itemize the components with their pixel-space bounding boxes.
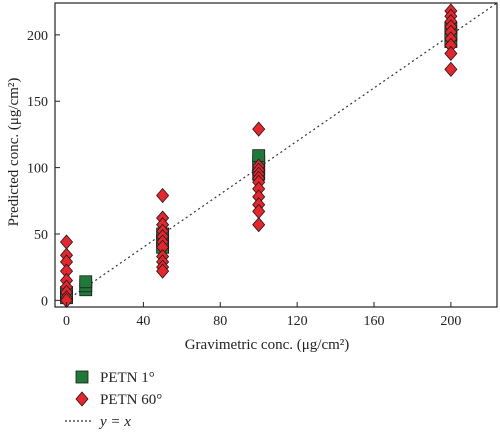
- x-tick-label: 40: [136, 314, 150, 329]
- legend: PETN 1° PETN 60° y = x: [65, 370, 162, 430]
- y-axis-label: Predicted conc. (μg/cm²): [6, 78, 22, 227]
- x-tick-label: 200: [440, 314, 461, 329]
- x-axis-label: Gravimetric conc. (μg/cm²): [185, 337, 350, 353]
- legend-label-y-equals-x: y = x: [98, 414, 131, 430]
- y-tick-label: 100: [27, 162, 48, 177]
- x-tick-label: 80: [213, 314, 227, 329]
- data-point-petn-60: [252, 217, 266, 233]
- data-point-petn-60: [444, 61, 458, 77]
- y-tick-label: 150: [27, 95, 48, 110]
- y-tick-label: 50: [34, 228, 48, 243]
- data-point-petn-60: [156, 263, 170, 279]
- data-point-petn-60: [60, 234, 74, 250]
- legend-marker-petn-1: [75, 370, 89, 384]
- x-tick-label: 160: [364, 314, 385, 329]
- data-point-petn-1: [79, 275, 93, 289]
- data-point-petn-60: [156, 187, 170, 204]
- legend-marker-petn-60: [75, 391, 89, 407]
- reference-line-y-equals-x: [66, 2, 498, 301]
- x-tick-label: 0: [63, 314, 70, 329]
- plot-frame: [54, 2, 498, 308]
- y-tick-label: 0: [41, 294, 48, 309]
- ticks-layer: 0 40 80 120 160 200 0 50 100 150 200: [27, 29, 461, 329]
- data-point-petn-60: [252, 121, 266, 137]
- legend-diamond-marker: [75, 391, 89, 407]
- legend-square-marker: [75, 370, 89, 384]
- data-point-petn-60: [444, 45, 458, 62]
- points-layer: [60, 3, 458, 308]
- x-tick-label: 120: [287, 314, 308, 329]
- reference-line-layer: [66, 2, 498, 301]
- y-tick-label: 200: [27, 29, 48, 44]
- legend-label-petn-60: PETN 60°: [100, 392, 162, 408]
- legend-label-petn-1: PETN 1°: [100, 370, 155, 386]
